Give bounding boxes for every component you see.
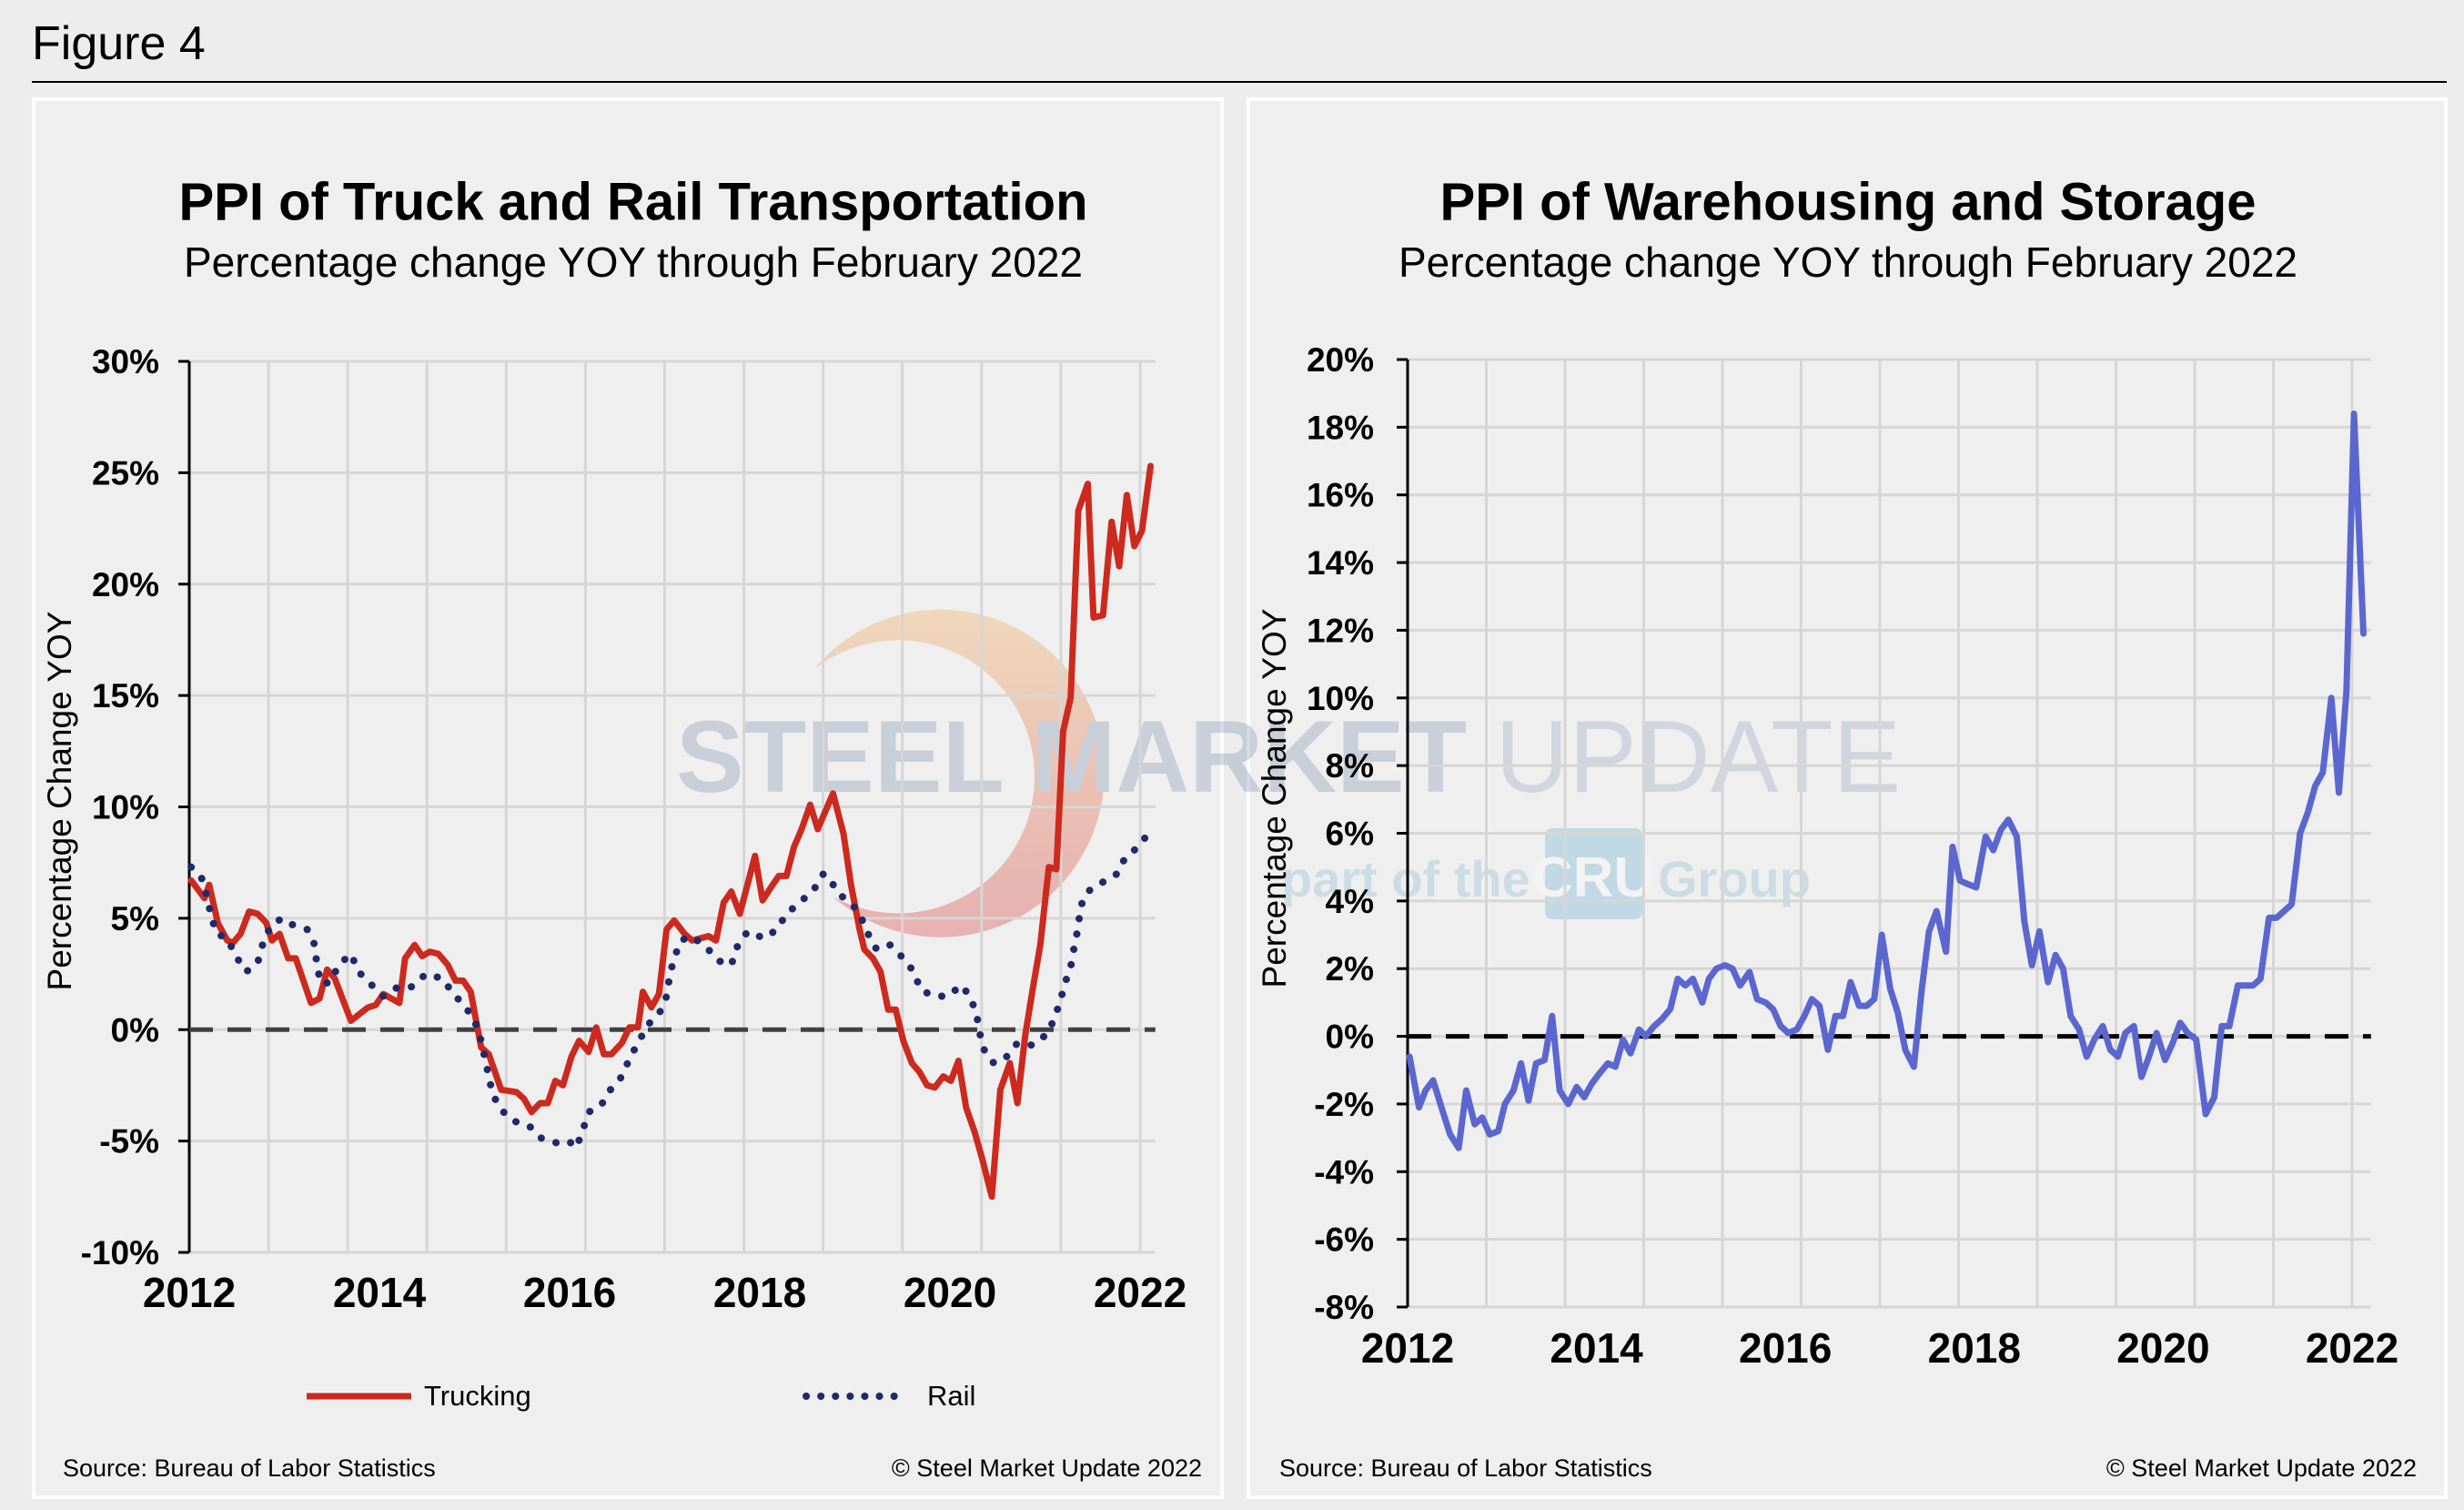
y-tick-label: 0% xyxy=(1326,1018,1374,1056)
figure-divider xyxy=(32,81,2447,83)
y-tick-label: -5% xyxy=(99,1123,159,1160)
figure-label: Figure 4 xyxy=(32,17,206,70)
x-tick-label: 2018 xyxy=(1928,1324,2021,1372)
y-tick-label: 10% xyxy=(92,789,159,826)
left-copyright: © Steel Market Update 2022 xyxy=(891,1454,1202,1482)
y-tick-label: 0% xyxy=(111,1011,159,1049)
y-tick-label: -2% xyxy=(1314,1086,1374,1123)
x-tick-label: 2014 xyxy=(333,1269,427,1316)
x-tick-label: 2020 xyxy=(904,1269,996,1316)
right-chart-subtitle: Percentage change YOY through February 2… xyxy=(1399,238,2297,286)
y-tick-label: 14% xyxy=(1307,544,1374,582)
y-tick-label: 15% xyxy=(92,677,159,714)
y-tick-label: 20% xyxy=(92,566,159,603)
cru-logo-box xyxy=(1545,828,1642,919)
y-tick-label: 20% xyxy=(1307,341,1374,379)
chart-1: -8% -6% -4% -2% 0% 2% 4% 6% 8% 10% 12% 14% 16% 18% 20%… xyxy=(1307,341,2398,1372)
y-tick-label: 6% xyxy=(1326,816,1374,853)
series-line-warehousing xyxy=(1406,410,2367,1151)
y-tick-label: 12% xyxy=(1307,612,1374,649)
legend-label-trucking: Trucking xyxy=(424,1380,531,1412)
right-chart-title: PPI of Warehousing and Storage xyxy=(1439,172,2257,232)
x-tick-label: 2012 xyxy=(143,1269,236,1316)
y-tick-label: 25% xyxy=(92,454,159,492)
left-source: Source: Bureau of Labor Statistics xyxy=(63,1454,436,1482)
legend-label-rail: Rail xyxy=(927,1380,976,1412)
y-tick-label: 5% xyxy=(111,900,159,937)
watermark-subtext: Group xyxy=(1658,850,1811,907)
right-copyright: © Steel Market Update 2022 xyxy=(2106,1454,2417,1482)
chart-0: -10% -5% 0% 5% 10% 15% 20% 25% 30% 2012 2014 2016 20… xyxy=(81,343,1187,1316)
left-chart-subtitle: Percentage change YOY through February 2… xyxy=(184,238,1083,286)
y-tick-label: 2% xyxy=(1326,950,1374,988)
x-tick-label: 2018 xyxy=(713,1269,806,1316)
y-tick-label: -8% xyxy=(1314,1289,1374,1326)
y-tick-label: -10% xyxy=(81,1234,159,1272)
left-y-axis-title: Percentage Change YOY xyxy=(41,611,78,991)
watermark-text: STEEL MARKET UPDATE xyxy=(676,700,1901,814)
y-tick-label: 4% xyxy=(1326,883,1374,920)
x-tick-label: 2014 xyxy=(1550,1324,1643,1372)
x-tick-label: 2016 xyxy=(1739,1324,1832,1372)
cru-logo-text: CRU xyxy=(1532,846,1654,909)
watermark-subtext: part of the xyxy=(1281,850,1530,907)
watermark: STEEL MARKET UPDATE part of the CRU Group xyxy=(676,609,1901,937)
x-tick-label: 2012 xyxy=(1361,1324,1454,1372)
y-tick-label: 8% xyxy=(1326,747,1374,785)
y-tick-label: 30% xyxy=(92,343,159,380)
series-line-rail xyxy=(187,834,1149,1151)
watermark-text-light: UPDATE xyxy=(1495,700,1901,814)
left-chart-title: PPI of Truck and Rail Transportation xyxy=(178,172,1088,232)
y-tick-label: 16% xyxy=(1307,477,1374,514)
x-tick-label: 2022 xyxy=(2306,1324,2398,1372)
right-y-axis-title: Percentage Change YOY xyxy=(1256,608,1293,988)
x-tick-label: 2022 xyxy=(1094,1269,1187,1316)
left-chart-panel xyxy=(32,97,1224,1499)
crescent-logo xyxy=(814,609,1105,937)
series-line-trucking xyxy=(187,462,1154,1201)
right-chart-panel xyxy=(1247,97,2448,1499)
y-tick-label: 18% xyxy=(1307,409,1374,446)
y-tick-label: -6% xyxy=(1314,1221,1374,1259)
right-source: Source: Bureau of Labor Statistics xyxy=(1279,1454,1652,1482)
x-tick-label: 2016 xyxy=(523,1269,616,1316)
y-tick-label: -4% xyxy=(1314,1153,1374,1191)
x-tick-label: 2020 xyxy=(2116,1324,2209,1372)
y-tick-label: 10% xyxy=(1307,680,1374,717)
